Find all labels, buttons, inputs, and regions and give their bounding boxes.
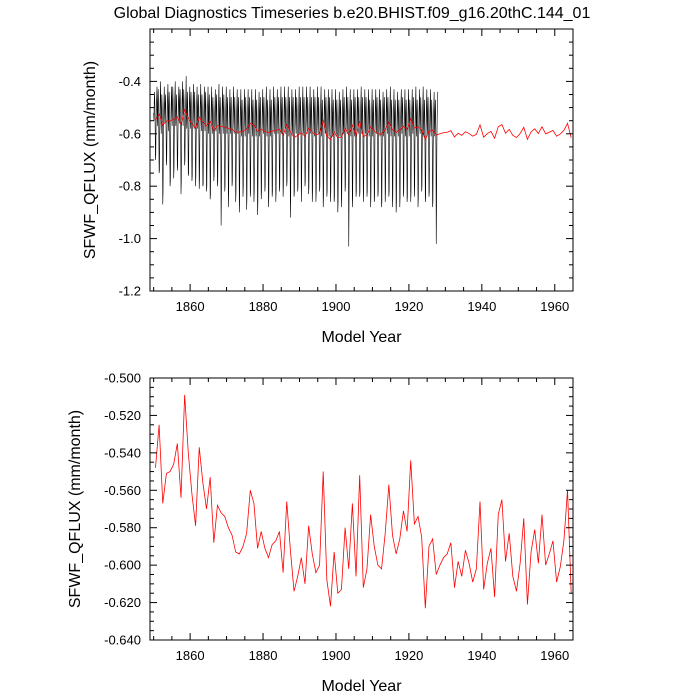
x-tick-label: 1900: [322, 299, 351, 314]
figure-title: Global Diagnostics Timeseries b.e20.BHIS…: [114, 5, 591, 22]
x-tick-label: 1940: [467, 648, 496, 663]
x-tick-label: 1960: [540, 648, 569, 663]
x-tick-label: 1880: [249, 299, 278, 314]
y-tick-label: -0.600: [104, 558, 141, 573]
x-tick-label: 1920: [394, 648, 423, 663]
monthly-series-line: [153, 76, 439, 247]
x-tick-label: 1900: [322, 648, 351, 663]
y-tick-label: -0.540: [104, 445, 141, 460]
x-tick-label: 1940: [467, 299, 496, 314]
y-tick-label: -0.640: [104, 633, 141, 648]
x-tick-label: 1860: [176, 299, 205, 314]
y-axis-label: SFWF_QFLUX (mm/month): [67, 410, 84, 608]
y-tick-label: -0.6: [119, 126, 141, 141]
x-axis-label: Model Year: [321, 329, 402, 346]
x-tick-label: 1860: [176, 648, 205, 663]
y-tick-label: -0.8: [119, 179, 141, 194]
annual-mean-series-line: [155, 394, 572, 609]
y-tick-label: -1.2: [119, 284, 141, 299]
y-tick-label: -0.620: [104, 595, 141, 610]
y-tick-label: -0.4: [119, 74, 141, 89]
x-tick-label: 1920: [394, 299, 423, 314]
top-panel: 1860 1880 1900 1920 1940 1960 -1.2 -1.0 -0.8 -0.6…: [82, 28, 574, 346]
y-tick-label: -0.560: [104, 483, 141, 498]
y-axis-label: SFWF_QFLUX (mm/month): [82, 61, 99, 259]
y-tick-label: -0.580: [104, 520, 141, 535]
x-tick-label: 1880: [249, 648, 278, 663]
annual-mean-series-line: [155, 108, 572, 141]
plot-frame: [149, 377, 574, 641]
x-tick-label: 1960: [540, 299, 569, 314]
bottom-panel: 1860 1880 1900 1920 1940 1960 -0.640 -0.620 -0.6…: [67, 371, 574, 695]
y-tick-label: -1.0: [119, 231, 141, 246]
y-tick-label: -0.520: [104, 408, 141, 423]
x-axis-label: Model Year: [321, 678, 402, 695]
y-tick-label: -0.500: [104, 371, 141, 386]
